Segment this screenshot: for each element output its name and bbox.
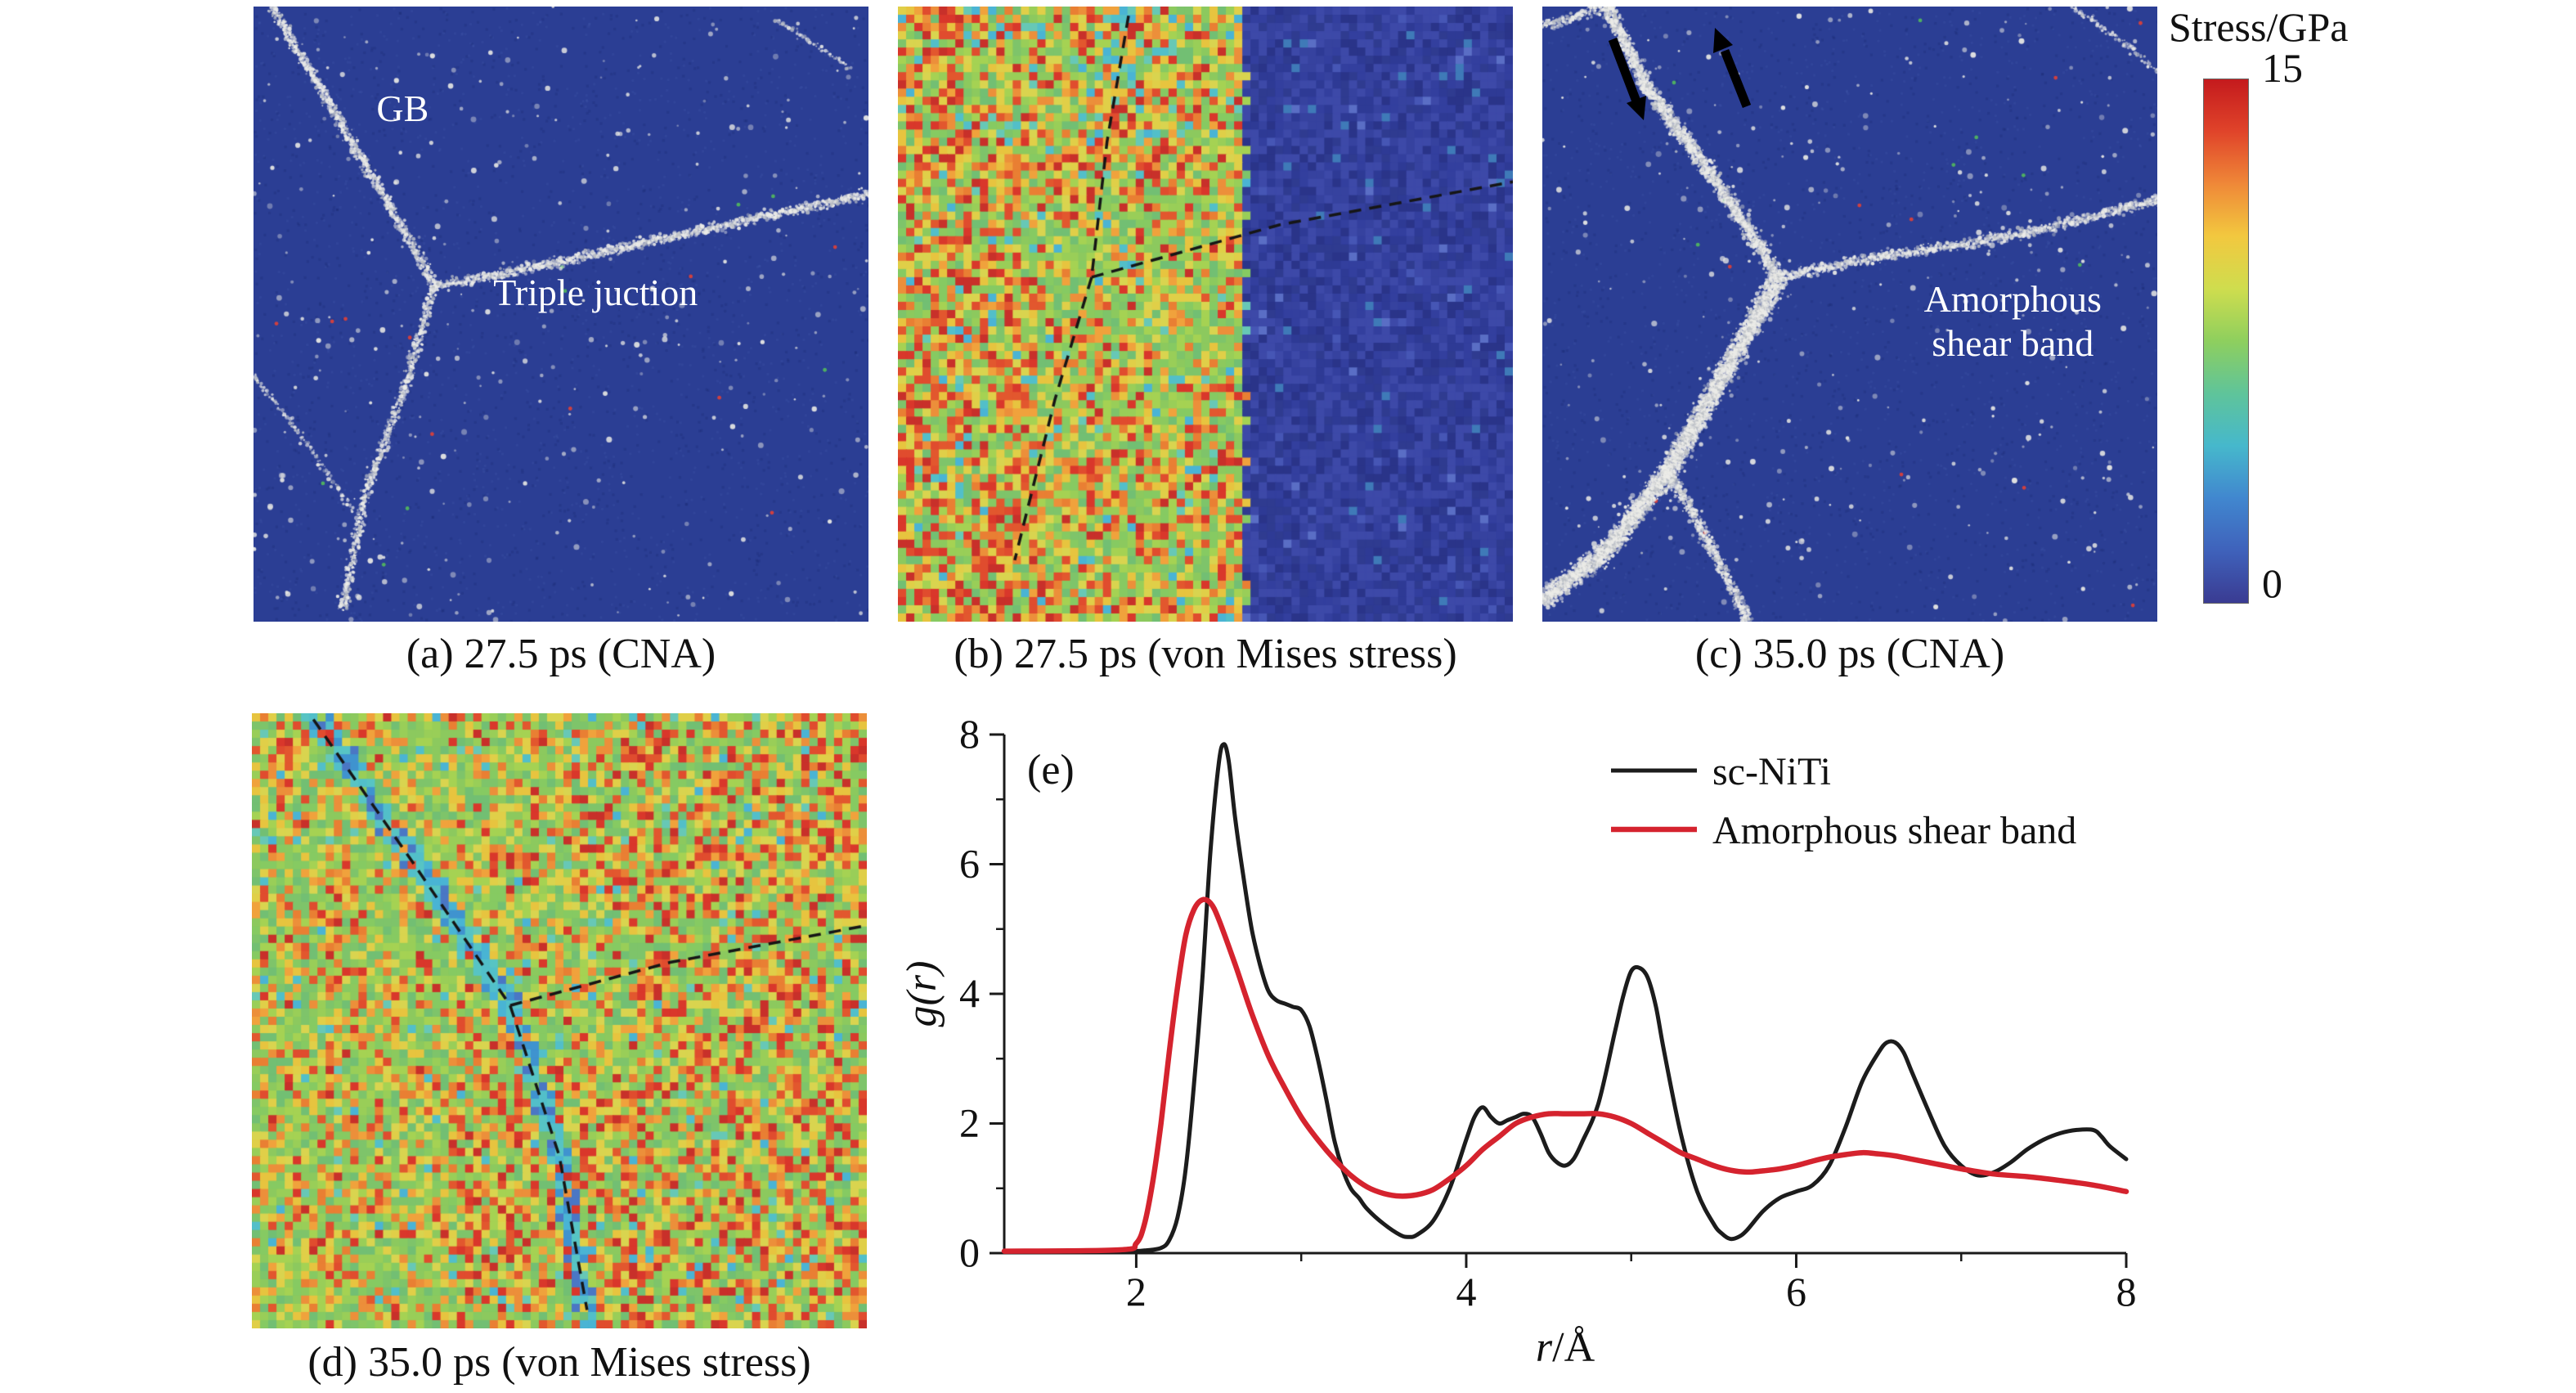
svg-text:0: 0	[959, 1229, 980, 1275]
svg-text:sc-NiTi: sc-NiTi	[1712, 750, 1831, 793]
panel-b-stress-map	[898, 7, 1513, 622]
panel-a-cna-snapshot: GB Triple juction	[254, 7, 868, 622]
stress-colorbar	[2203, 79, 2249, 604]
panel-c-cna-snapshot: Amorphous shear band	[1542, 7, 2157, 622]
rdf-chart: 2 4 6 8 0 2 4 6 8 g(r) r/Å (e) sc-NiTi Amorphous shea…	[900, 711, 2137, 1371]
svg-text:6: 6	[959, 841, 980, 887]
svg-text:2: 2	[1126, 1269, 1147, 1314]
svg-text:r/Å: r/Å	[1536, 1324, 1595, 1371]
svg-text:8: 8	[2116, 1269, 2137, 1314]
svg-text:(e): (e)	[1027, 747, 1075, 793]
amorphous-shear-band-label: Amorphous shear band	[1923, 277, 2102, 365]
panel-b-stress-canvas	[898, 7, 1513, 622]
caption-panel-b: (b) 27.5 ps (von Mises stress)	[954, 631, 1457, 677]
svg-text:8: 8	[959, 711, 980, 757]
colorbar-max-label: 15	[2262, 45, 2303, 91]
svg-text:4: 4	[1456, 1269, 1476, 1314]
panel-d-stress-map	[252, 713, 867, 1328]
svg-text:4: 4	[959, 970, 980, 1016]
panel-d-stress-canvas	[252, 713, 867, 1328]
svg-text:6: 6	[1786, 1269, 1806, 1314]
triple-junction-label: Triple juction	[493, 272, 698, 314]
colorbar-title: Stress/GPa	[2169, 4, 2349, 50]
colorbar-min-label: 0	[2262, 560, 2282, 606]
caption-panel-d: (d) 35.0 ps (von Mises stress)	[307, 1339, 811, 1386]
svg-text:g(r): g(r)	[900, 961, 945, 1027]
grain-boundary-label: GB	[376, 87, 429, 129]
panel-a-simulation-canvas	[254, 7, 868, 622]
svg-text:Amorphous shear band: Amorphous shear band	[1712, 809, 2076, 852]
svg-text:2: 2	[959, 1100, 980, 1146]
caption-panel-c: (c) 35.0 ps (CNA)	[1694, 631, 2005, 677]
caption-panel-a: (a) 27.5 ps (CNA)	[406, 631, 716, 677]
